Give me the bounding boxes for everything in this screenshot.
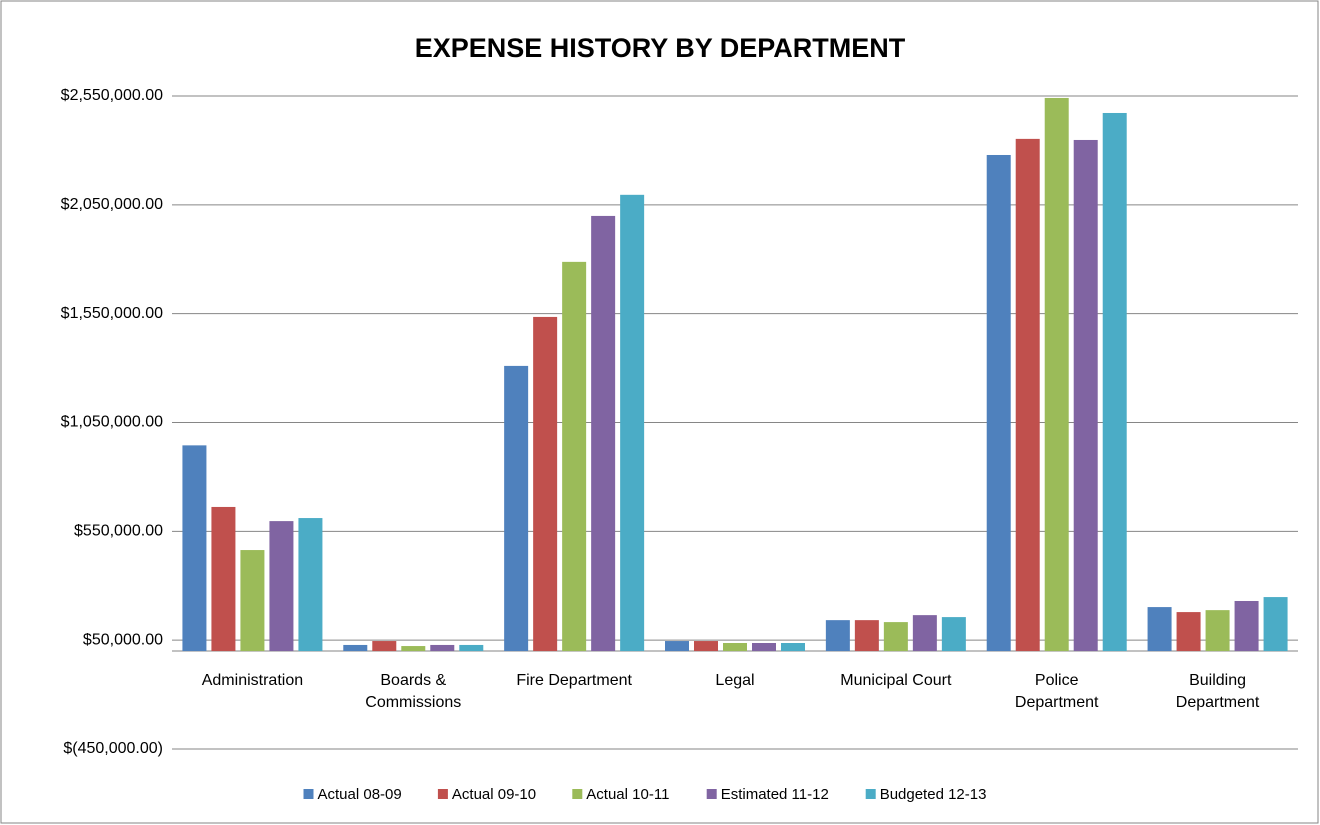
bar	[430, 644, 455, 652]
x-tick-label: Police Department	[1015, 672, 1099, 711]
bar	[694, 641, 718, 652]
x-tick-label: Legal	[715, 672, 754, 689]
legend-label: Actual 09-10	[452, 786, 536, 803]
bar	[723, 642, 747, 652]
bar	[1102, 112, 1127, 652]
legend-label: Estimated 11-12	[721, 786, 829, 803]
bar	[665, 641, 689, 652]
y-tick-label: $1,550,000.00	[61, 305, 163, 322]
bar	[211, 506, 236, 652]
x-tick-label: Municipal Court	[840, 672, 952, 689]
legend-swatch	[865, 789, 876, 799]
y-tick-label: $2,550,000.00	[61, 87, 163, 104]
bar	[1015, 138, 1040, 652]
x-tick-label: Boards & Commissions	[365, 672, 461, 711]
x-tick-label: Fire Department	[516, 672, 632, 689]
bar	[1176, 612, 1201, 652]
y-tick-label: $1,050,000.00	[61, 414, 163, 431]
bar	[1263, 597, 1288, 652]
bar	[182, 445, 207, 652]
y-tick-label: $550,000.00	[74, 523, 163, 540]
x-tick-label: Administration	[202, 672, 303, 689]
bar	[533, 316, 558, 652]
bar	[912, 615, 937, 652]
bar	[240, 550, 265, 652]
bar	[854, 620, 879, 652]
legend-label: Actual 10-11	[586, 786, 669, 803]
legend-label: Budgeted 12-13	[880, 786, 987, 803]
bar	[343, 644, 368, 652]
y-tick-label: $50,000.00	[83, 631, 163, 648]
legend-swatch	[437, 789, 448, 799]
bar	[620, 194, 645, 652]
x-tick-label: Building Department	[1176, 672, 1260, 711]
y-tick-label: $(450,000.00)	[63, 740, 163, 757]
chart-title: EXPENSE HISTORY BY DEPARTMENT	[415, 33, 906, 63]
legend-swatch	[706, 789, 717, 799]
legend-swatch	[572, 789, 583, 799]
bar	[591, 215, 616, 652]
bar	[1205, 610, 1230, 652]
bar	[883, 622, 908, 652]
bar	[562, 261, 587, 652]
bar	[401, 646, 426, 652]
bar	[1234, 600, 1259, 652]
bar	[781, 642, 805, 652]
bar	[825, 620, 850, 652]
bar	[298, 518, 323, 652]
bar	[459, 644, 484, 652]
bar	[986, 154, 1011, 652]
bar	[504, 365, 529, 652]
y-tick-label: $2,050,000.00	[61, 196, 163, 213]
bar	[269, 521, 294, 652]
bar	[941, 617, 966, 652]
legend-swatch	[303, 789, 314, 799]
bar	[372, 641, 397, 652]
legend-label: Actual 08-09	[318, 786, 402, 803]
bar	[1073, 139, 1098, 652]
bar	[752, 642, 776, 652]
bar	[1147, 607, 1172, 652]
bar	[1044, 97, 1069, 652]
